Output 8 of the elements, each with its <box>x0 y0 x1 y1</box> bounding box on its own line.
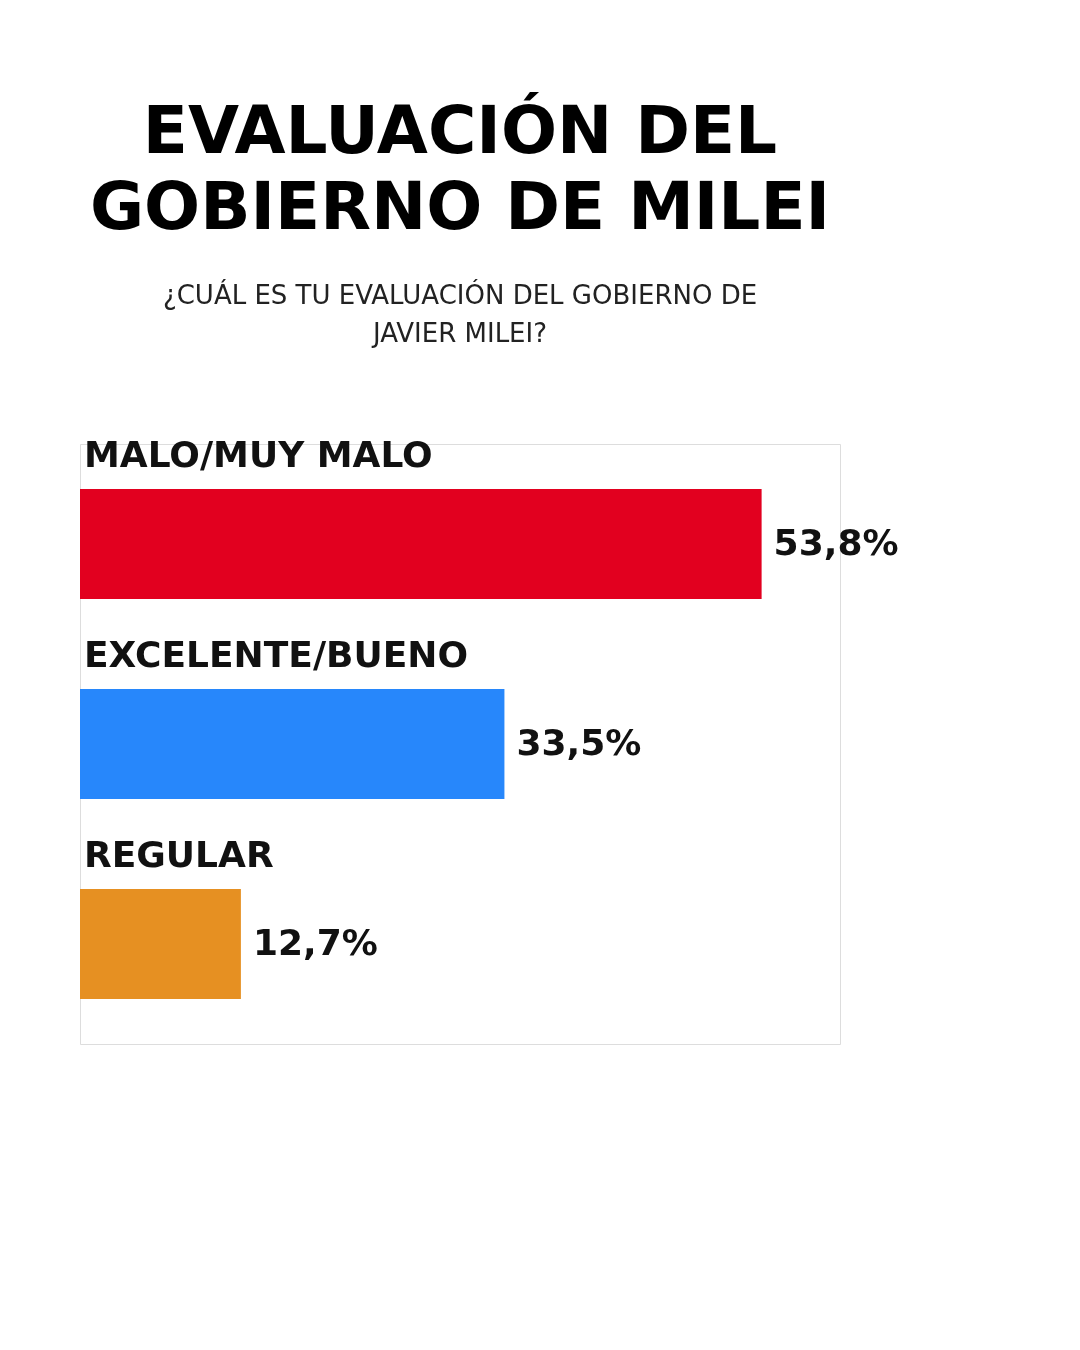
data-label: 53,8% <box>773 522 899 563</box>
data-label: 12,7% <box>252 922 378 963</box>
y-tick-label: EXCELENTE/BUENO <box>84 634 469 675</box>
y-tick-label: MALO/MUY MALO <box>84 434 433 475</box>
chart-title: EVALUACIÓN DEL GOBIERNO DE MILEI <box>89 92 831 245</box>
data-label: 33,5% <box>516 722 642 763</box>
chart-subtitle: ¿CUÁL ES TU EVALUACIÓN DEL GOBIERNO DE JAVIER MILEI? <box>162 279 758 348</box>
y-tick-label: REGULAR <box>84 834 274 875</box>
